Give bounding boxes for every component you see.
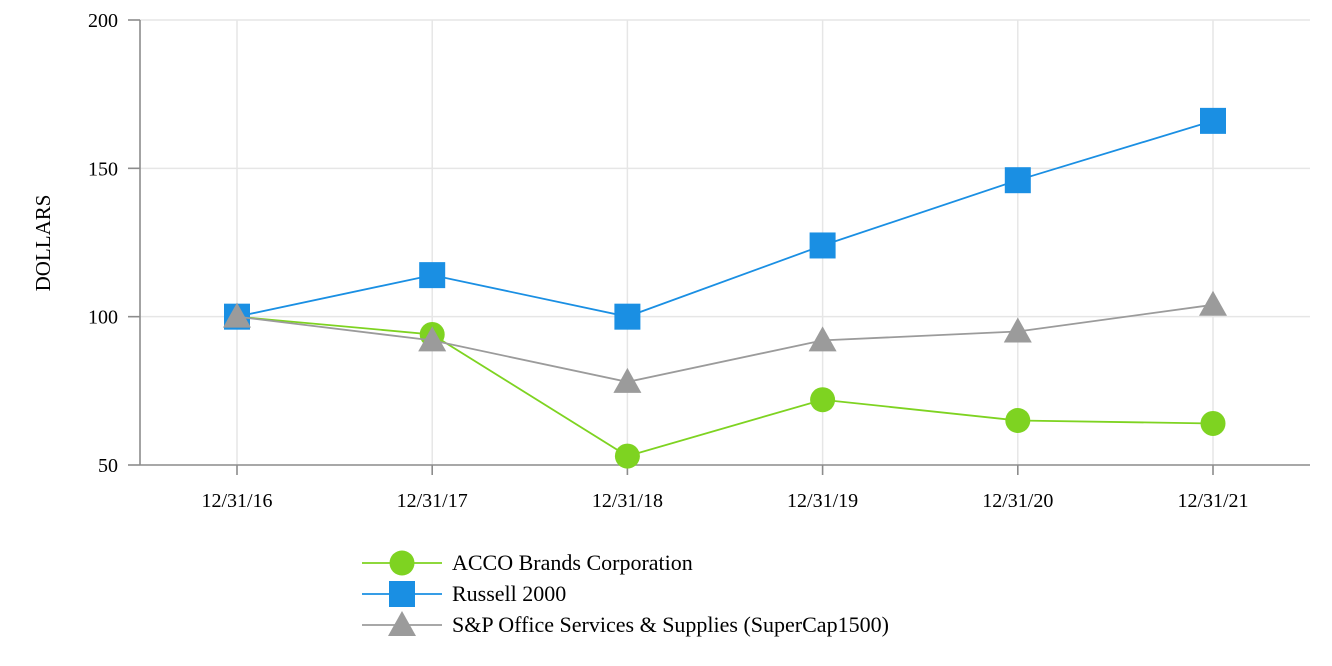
- x-tick-label: 12/31/18: [592, 490, 663, 512]
- y-tick-label: 150: [88, 158, 118, 180]
- series-line: [236, 120, 1214, 318]
- series: [223, 107, 1227, 469]
- data-point-square: [419, 262, 446, 289]
- data-point-circle: [810, 387, 836, 413]
- data-point-triangle: [223, 302, 251, 328]
- x-tick-label: 12/31/19: [787, 490, 858, 512]
- gridlines: [140, 19, 1310, 465]
- x-tick-label: 12/31/17: [397, 490, 468, 512]
- data-point-triangle: [1003, 317, 1032, 343]
- data-point-triangle: [808, 326, 837, 352]
- data-point-circle: [614, 443, 640, 469]
- axes: 50 100 150 200 12/31/16 12/31/17 12/31/18 12/31…: [88, 10, 1310, 512]
- data-point-triangle: [418, 326, 447, 352]
- legend-marker-square: [389, 581, 415, 607]
- data-point-square: [1200, 107, 1226, 134]
- legend-label: Russell 2000: [452, 581, 566, 606]
- legend-marker-circle: [389, 550, 415, 576]
- x-tick-label: 12/31/20: [982, 490, 1053, 512]
- series-line: [236, 303, 1214, 383]
- x-tick-label: 12/31/16: [201, 490, 272, 512]
- y-tick-label: 50: [98, 455, 118, 477]
- y-tick-label: 100: [88, 307, 118, 329]
- series-0: [224, 304, 1226, 469]
- series-2: [223, 290, 1227, 393]
- data-point-square: [809, 232, 836, 259]
- y-tick-label: 200: [88, 10, 118, 32]
- x-tick-label: 12/31/21: [1177, 490, 1248, 512]
- legend-label: ACCO Brands Corporation: [452, 550, 693, 575]
- legend-label: S&P Office Services & Supplies (SuperCap…: [452, 612, 889, 637]
- data-point-square: [1004, 167, 1031, 194]
- legend-entry: Russell 2000: [362, 581, 566, 607]
- series-1: [224, 107, 1226, 330]
- data-point-triangle: [613, 367, 642, 393]
- legend-entry: ACCO Brands Corporation: [362, 550, 693, 576]
- data-point-triangle: [1199, 290, 1227, 316]
- data-point-circle: [1200, 410, 1226, 436]
- legend-marker-triangle: [388, 611, 416, 636]
- legend-entry: S&P Office Services & Supplies (SuperCap…: [362, 611, 889, 637]
- data-point-circle: [1005, 408, 1031, 433]
- data-point-square: [614, 303, 641, 330]
- y-axis-label: DOLLARS: [31, 195, 55, 292]
- legend: ACCO Brands Corporation Russell 2000 S&P O…: [362, 550, 889, 637]
- series-line: [236, 315, 1214, 458]
